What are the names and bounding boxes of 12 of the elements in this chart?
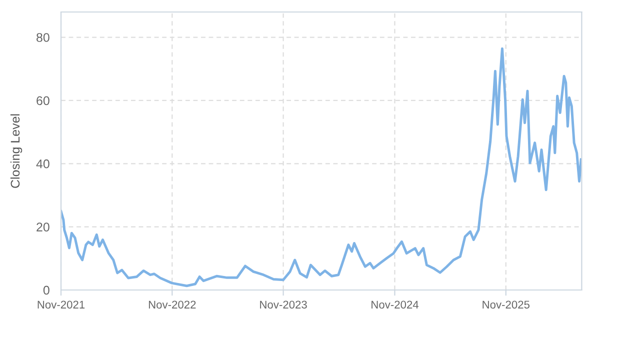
x-tick-label: Nov-2021	[38, 300, 85, 309]
y-tick-label: 80	[36, 33, 50, 42]
y-tick-label: 60	[36, 96, 50, 106]
x-tick-label: Nov-2023	[260, 300, 307, 309]
y-axis-title: Closing Level	[10, 114, 22, 188]
y-tick-label: 40	[36, 159, 50, 168]
y-tick-label: 20	[36, 222, 50, 232]
x-tick-label: Nov-2024	[372, 300, 418, 309]
x-tick-label: Nov-2025	[482, 300, 530, 309]
y-tick-label: 0	[43, 286, 50, 295]
x-tick-label: Nov-2022	[148, 300, 196, 309]
line-series	[61, 47, 582, 288]
